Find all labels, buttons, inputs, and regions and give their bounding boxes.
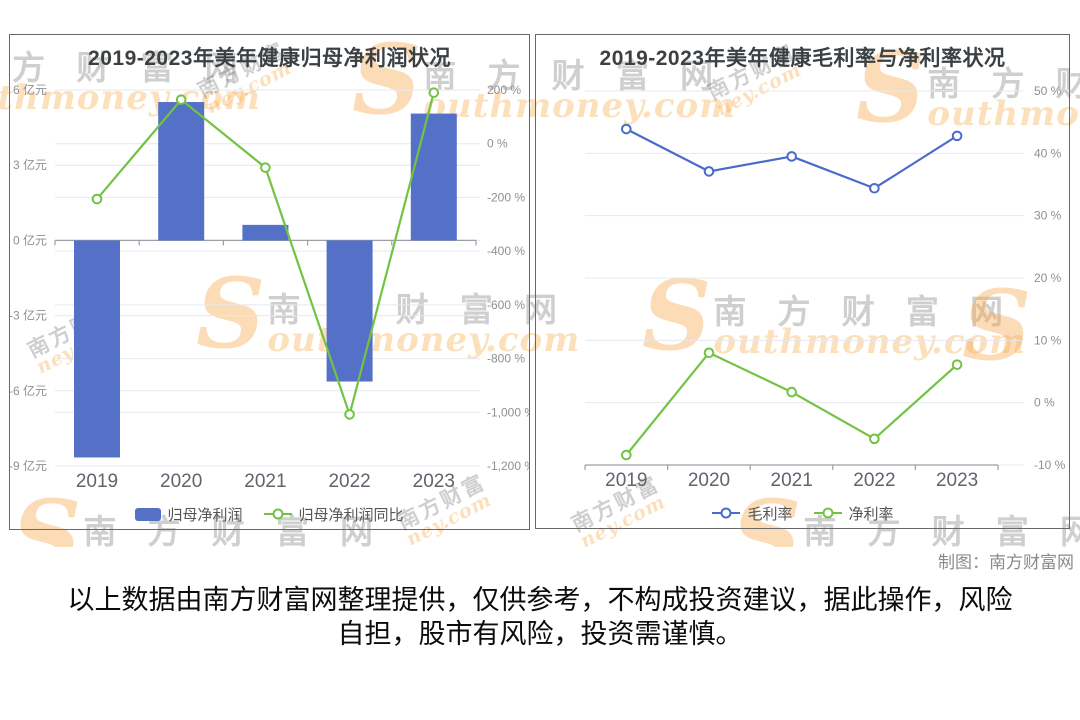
margins-chart: 50 % 40 % 30 % 20 % 10 % 0 % -10 % 2019 2020 2021… — [584, 84, 1066, 491]
svg-text:2020: 2020 — [688, 470, 730, 491]
disclaimer-text: 以上数据由南方财富网整理提供，仅供参考，不构成投资建议，据此操作，风险自担，股市… — [67, 585, 1013, 649]
legend-label: 毛利率 — [747, 505, 793, 523]
svg-text:50 %: 50 % — [1034, 84, 1062, 98]
net-profit-chart: 6 亿元 3 亿元 0 亿元 -3 亿元 -6 亿元 -9 亿元 200 % 0 % -200 … — [10, 82, 529, 492]
svg-text:2023: 2023 — [936, 470, 978, 491]
svg-text:2021: 2021 — [771, 470, 813, 491]
svg-text:0 %: 0 % — [1034, 396, 1055, 410]
svg-text:3 亿元: 3 亿元 — [13, 157, 47, 172]
svg-text:2022: 2022 — [853, 470, 895, 491]
svg-text:-9 亿元: -9 亿元 — [10, 458, 47, 473]
svg-text:-10 %: -10 % — [1034, 458, 1066, 472]
svg-text:-600 %: -600 % — [487, 298, 525, 312]
svg-text:40 %: 40 % — [1034, 146, 1062, 160]
legend-label: 净利率 — [848, 505, 894, 523]
legend-label: 归母净利润 — [167, 506, 243, 524]
svg-text:10 %: 10 % — [1034, 333, 1062, 347]
legend-item-net-profit-yoy[interactable]: 归母净利润同比 — [263, 504, 404, 525]
legend-item-gross-margin[interactable]: 毛利率 — [711, 503, 793, 524]
svg-text:2023: 2023 — [413, 471, 455, 492]
svg-text:-400 %: -400 % — [487, 244, 525, 258]
svg-text:-3 亿元: -3 亿元 — [10, 308, 47, 323]
svg-text:2019: 2019 — [76, 471, 118, 492]
margins-chart-legend: 毛利率 净利率 — [536, 502, 1069, 524]
svg-text:2020: 2020 — [160, 471, 202, 492]
net-profit-chart-legend: 归母净利润 归母净利润同比 — [10, 503, 529, 525]
svg-text:30 %: 30 % — [1034, 209, 1062, 223]
line-swatch-icon — [813, 507, 842, 519]
svg-text:2019: 2019 — [605, 470, 647, 491]
credit-text: 制图：南方财富网 — [938, 553, 1074, 572]
line-swatch-icon — [263, 508, 292, 520]
svg-text:0 %: 0 % — [487, 137, 508, 151]
svg-text:-1,200 %: -1,200 % — [487, 459, 529, 473]
net-profit-chart-panel: 2019-2023年美年健康归母净利润状况 6 亿元 3 亿元 0 亿元 -3 亿元 -… — [9, 34, 530, 530]
svg-text:0 亿元: 0 亿元 — [13, 232, 47, 247]
legend-label: 归母净利润同比 — [298, 506, 404, 524]
svg-text:200 %: 200 % — [487, 83, 521, 97]
legend-item-net-profit[interactable]: 归母净利润 — [135, 504, 243, 525]
svg-text:-800 %: -800 % — [487, 352, 525, 366]
bar-swatch-icon — [135, 507, 162, 521]
svg-text:2021: 2021 — [244, 471, 286, 492]
svg-text:20 %: 20 % — [1034, 271, 1062, 285]
svg-text:-6 亿元: -6 亿元 — [10, 383, 47, 398]
net-profit-chart-title: 2019-2023年美年健康归母净利润状况 — [88, 47, 451, 70]
svg-text:-200 %: -200 % — [487, 190, 525, 204]
svg-text:-1,000 %: -1,000 % — [487, 405, 529, 419]
line-swatch-icon — [712, 507, 741, 519]
legend-item-net-margin[interactable]: 净利率 — [813, 503, 894, 524]
svg-text:2022: 2022 — [328, 471, 370, 492]
margins-chart-panel: 2019-2023年美年健康毛利率与净利率状况 50 % 40 % 30 % 20 %… — [535, 34, 1070, 529]
margins-chart-title: 2019-2023年美年健康毛利率与净利率状况 — [599, 47, 1006, 70]
svg-text:6 亿元: 6 亿元 — [13, 82, 47, 97]
